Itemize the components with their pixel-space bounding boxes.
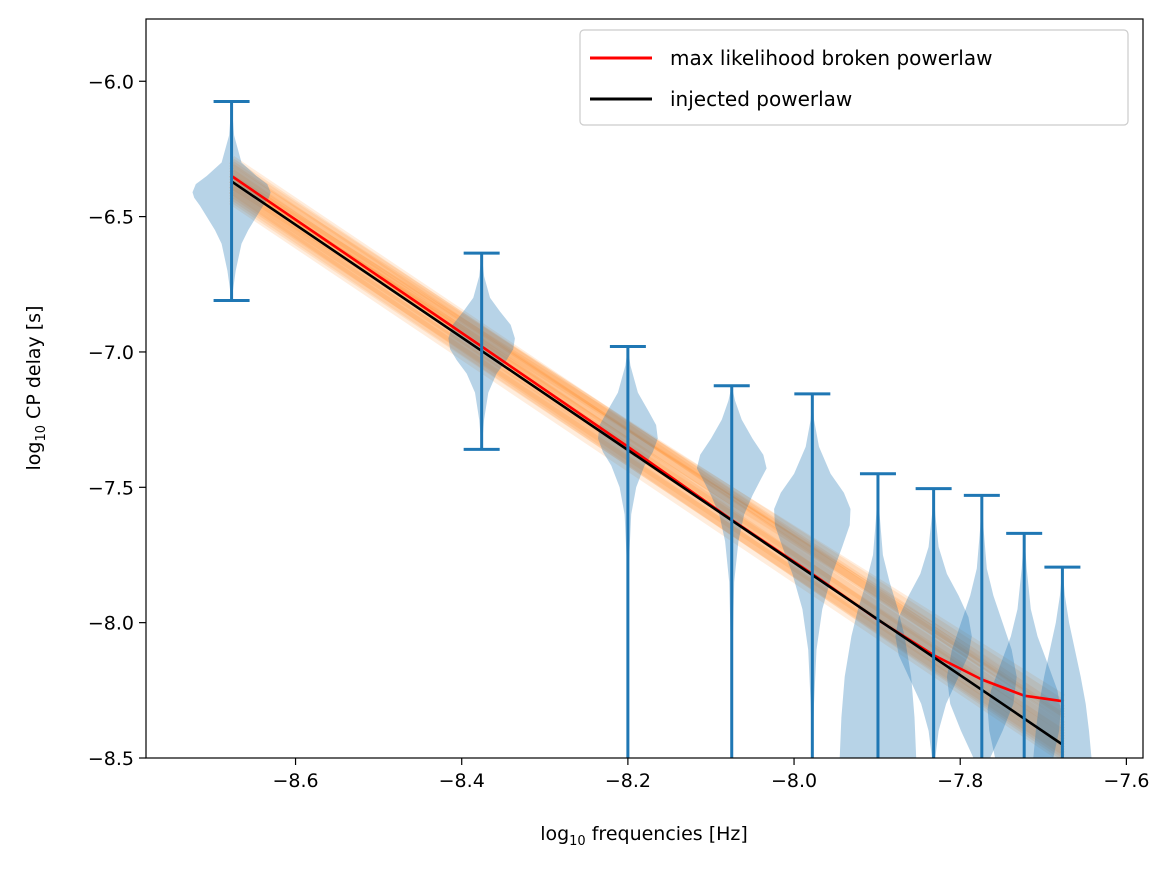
y-tick-label: −7.5 <box>88 477 134 499</box>
x-axis-label-rest: frequencies [Hz] <box>586 823 748 845</box>
posterior-sample-line <box>229 158 1065 724</box>
y-tick-label: −6.0 <box>88 71 134 93</box>
posterior-sample-line <box>229 177 1065 732</box>
legend-box <box>579 29 1129 126</box>
posterior-band <box>229 156 1065 758</box>
posterior-sample-line <box>229 188 1065 749</box>
legend-label-injected: injected powerlaw <box>670 87 852 111</box>
x-tick-label: −8.2 <box>605 770 651 792</box>
y-axis-label-rest: CP delay [s] <box>23 306 45 425</box>
y-tick-label: −7.0 <box>88 342 134 364</box>
x-axis: −8.6 −8.4 −8.2 −8.0 −7.8 −7.6 <box>272 758 1149 792</box>
x-tick-label: −8.0 <box>771 770 817 792</box>
posterior-sample-line <box>229 166 1065 708</box>
x-axis-label-base: log <box>540 823 569 845</box>
y-tick-label: −8.0 <box>88 613 134 635</box>
plot-frame <box>145 18 1144 759</box>
x-tick-label: −7.8 <box>937 770 983 792</box>
y-axis-label: log10 CP delay [s] <box>23 306 49 471</box>
y-axis: −6.0 −6.5 −7.0 −7.5 −8.0 −8.5 <box>88 71 146 770</box>
posterior-sample-line <box>229 172 1065 719</box>
posterior-sample-line <box>229 174 1065 703</box>
posterior-sample-line <box>229 185 1065 758</box>
y-tick-label: −8.5 <box>88 748 134 770</box>
posterior-sample-line <box>229 191 1065 757</box>
x-tick-label: −8.4 <box>439 770 485 792</box>
legend-label-max-likelihood: max likelihood broken powerlaw <box>670 46 992 70</box>
x-axis-label: log10 frequencies [Hz] <box>540 823 748 849</box>
posterior-sample-line <box>229 185 1065 751</box>
errorbar-group <box>213 100 1081 758</box>
posterior-sample-line <box>229 164 1065 730</box>
series-group <box>230 174 1064 746</box>
legend: max likelihood broken powerlaw injected … <box>579 29 1129 126</box>
posterior-sample-line <box>229 156 1065 722</box>
y-axis-label-base: log <box>23 442 45 471</box>
x-tick-label: −8.6 <box>272 770 318 792</box>
y-axis-label-subscript: 10 <box>34 425 49 442</box>
posterior-sample-line <box>229 161 1065 716</box>
y-tick-label: −6.5 <box>88 207 134 229</box>
x-tick-label: −7.6 <box>1103 770 1149 792</box>
series-line-injected <box>230 180 1064 746</box>
posterior-sample-line <box>229 196 1065 758</box>
x-axis-label-subscript: 10 <box>569 834 586 849</box>
posterior-sample-line <box>229 169 1065 735</box>
posterior-sample-line <box>229 169 1065 743</box>
posterior-sample-line <box>229 193 1065 754</box>
